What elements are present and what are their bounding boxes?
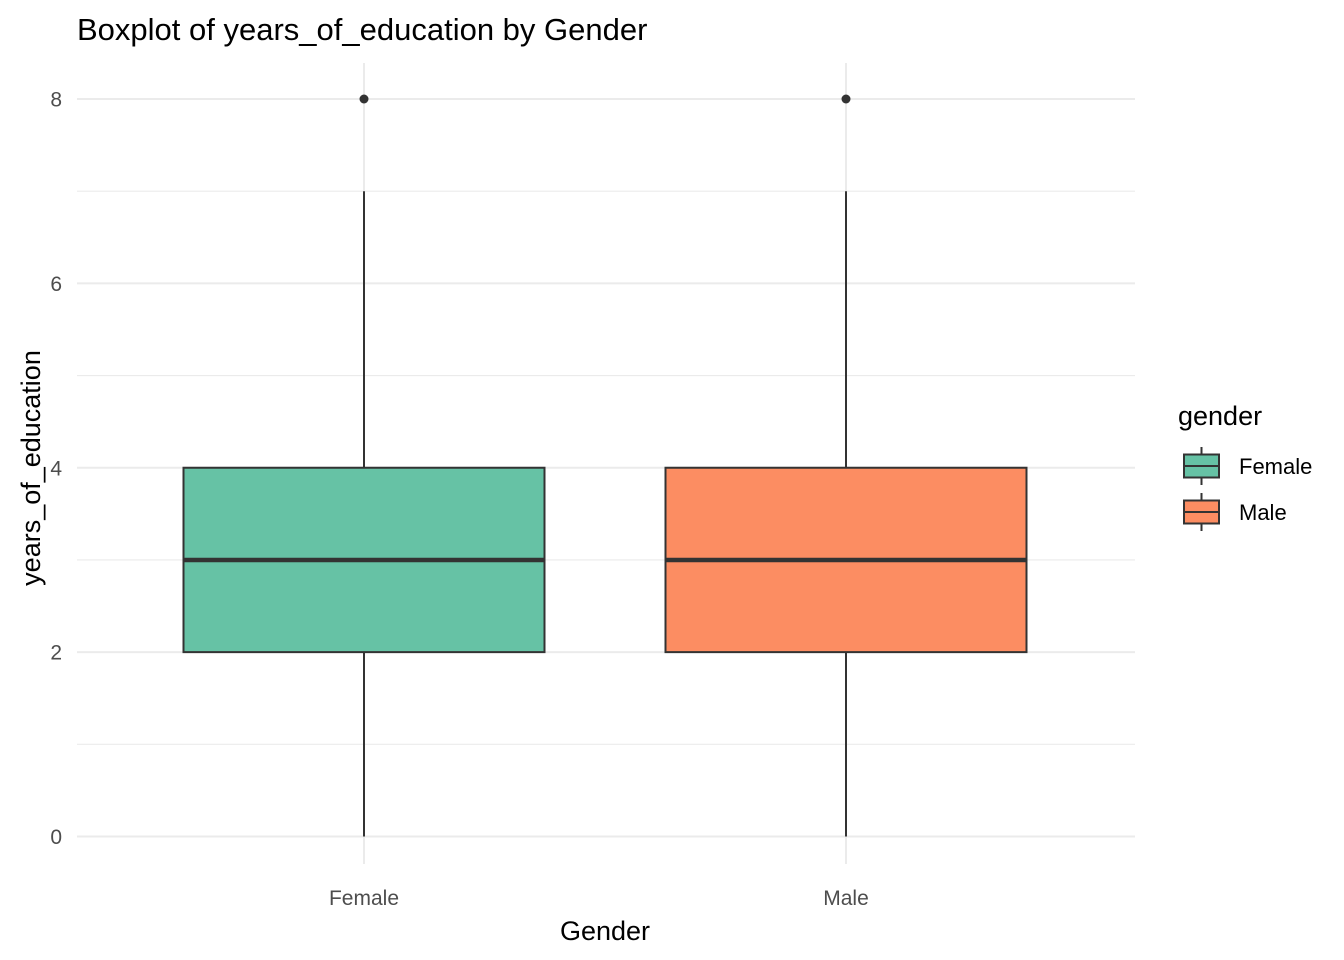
outlier-point (841, 94, 851, 104)
x-axis-title: Gender (560, 916, 650, 946)
legend-entry-male: Male (1183, 493, 1287, 531)
box-layer (182, 94, 1028, 837)
chart-title: Boxplot of years_of_education by Gender (77, 12, 647, 47)
grid-layer (77, 63, 1135, 864)
x-tick-label: Female (329, 887, 399, 910)
outlier-point (359, 94, 369, 104)
legend: gender Female Male (1178, 401, 1312, 531)
y-tick-label: 6 (50, 273, 62, 296)
legend-label: Male (1239, 500, 1287, 525)
y-axis-ticks: 0 2 4 6 8 (50, 89, 62, 850)
y-tick-label: 4 (50, 457, 62, 480)
legend-label: Female (1239, 454, 1312, 479)
x-tick-label: Male (823, 887, 869, 910)
legend-title: gender (1178, 401, 1262, 431)
y-tick-label: 2 (50, 642, 62, 665)
box-female (182, 94, 546, 837)
y-axis-title: years_of_education (16, 350, 46, 586)
legend-entries: Female Male (1183, 447, 1312, 531)
y-tick-label: 0 (50, 826, 62, 849)
box-male (664, 94, 1028, 837)
y-tick-label: 8 (50, 89, 62, 112)
x-axis-ticks: Female Male (329, 887, 869, 910)
legend-entry-female: Female (1183, 447, 1312, 485)
